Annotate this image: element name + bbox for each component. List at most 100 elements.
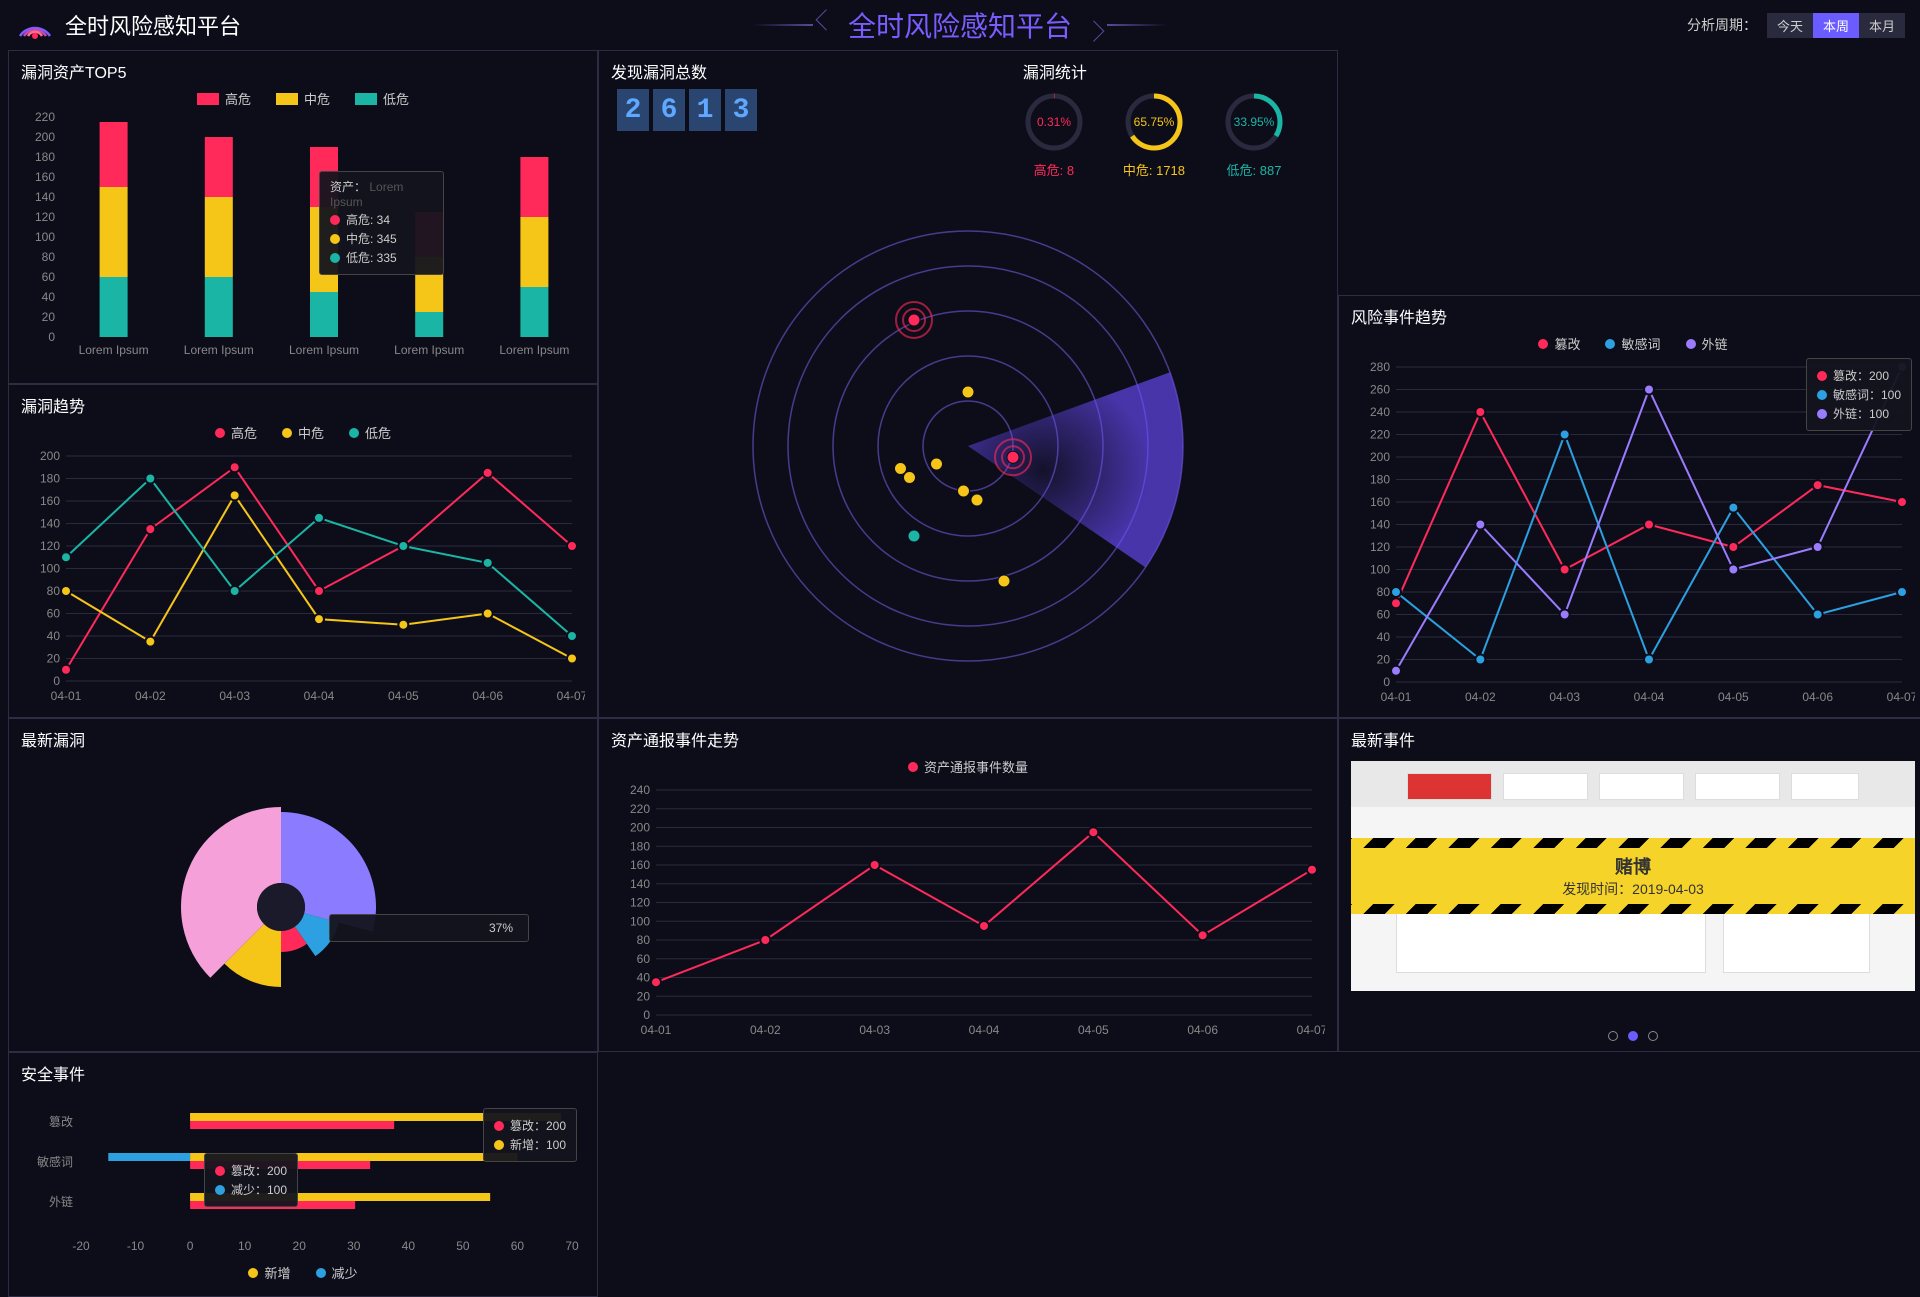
svg-text:0.31%: 0.31% <box>1037 115 1071 129</box>
header: 全时风险感知平台 全时风险感知平台 分析周期： 今天本周本月 <box>0 0 1920 50</box>
svg-text:140: 140 <box>40 517 60 531</box>
svg-text:160: 160 <box>35 170 55 184</box>
svg-text:160: 160 <box>40 494 60 508</box>
sec-tooltip-1: 篡改：200新增：100 <box>483 1108 577 1162</box>
latest-vuln-chart <box>21 757 585 1037</box>
panel-title: 漏洞趋势 <box>21 393 585 417</box>
panel-title: 最新事件 <box>1351 727 1915 751</box>
svg-text:04-04: 04-04 <box>304 689 335 703</box>
svg-text:0: 0 <box>187 1239 194 1253</box>
svg-text:Lorem Ipsum: Lorem Ipsum <box>394 343 464 357</box>
svg-text:120: 120 <box>40 539 60 553</box>
risk-legend: 篡改敏感词外链 <box>1351 334 1915 353</box>
svg-text:240: 240 <box>1370 405 1390 419</box>
svg-text:04-03: 04-03 <box>219 689 250 703</box>
total-title: 发现漏洞总数 <box>611 59 757 83</box>
svg-text:120: 120 <box>35 210 55 224</box>
svg-text:100: 100 <box>40 562 60 576</box>
svg-text:220: 220 <box>35 112 55 124</box>
svg-text:04-01: 04-01 <box>51 689 82 703</box>
svg-text:20: 20 <box>637 989 651 1003</box>
asset-legend-label: 资产通报事件数量 <box>924 757 1028 776</box>
svg-text:200: 200 <box>630 821 650 835</box>
svg-text:敏感词: 敏感词 <box>37 1154 73 1169</box>
pie-tooltip: 37% <box>329 914 529 942</box>
svg-text:04-05: 04-05 <box>1078 1023 1109 1037</box>
svg-text:04-05: 04-05 <box>1718 690 1749 704</box>
pager-dot[interactable] <box>1648 1031 1658 1041</box>
svg-text:180: 180 <box>1370 473 1390 487</box>
panel-vuln-trend: 漏洞趋势 高危中危低危 0204060801001201401601802000… <box>8 384 598 718</box>
svg-text:04-05: 04-05 <box>388 689 419 703</box>
svg-text:140: 140 <box>35 190 55 204</box>
pager-dot[interactable] <box>1608 1031 1618 1041</box>
svg-text:04-03: 04-03 <box>1549 690 1580 704</box>
svg-text:60: 60 <box>1377 608 1391 622</box>
top5-tooltip: 资产： Lorem Ipsum高危: 34中危: 345低危: 335 <box>319 171 444 275</box>
svg-text:80: 80 <box>47 584 61 598</box>
sec-tooltip-2: 篡改：200减少：100 <box>204 1153 298 1207</box>
svg-text:180: 180 <box>630 839 650 853</box>
svg-text:100: 100 <box>1370 563 1390 577</box>
trend-legend: 高危中危低危 <box>21 423 585 442</box>
stats-title: 漏洞统计 <box>1023 59 1285 83</box>
svg-text:20: 20 <box>42 310 56 324</box>
panel-title: 最新漏洞 <box>21 727 585 751</box>
svg-text:180: 180 <box>40 472 60 486</box>
svg-text:40: 40 <box>402 1239 416 1253</box>
svg-text:240: 240 <box>630 783 650 797</box>
svg-text:60: 60 <box>511 1239 525 1253</box>
svg-text:100: 100 <box>630 914 650 928</box>
svg-text:40: 40 <box>637 971 651 985</box>
svg-text:70: 70 <box>565 1239 579 1253</box>
top5-legend: 高危中危低危 <box>21 89 585 108</box>
pager-dot[interactable] <box>1628 1031 1638 1041</box>
event-thumbnail[interactable]: 赌博 发现时间：2019-04-03 <box>1351 761 1915 991</box>
svg-text:04-06: 04-06 <box>1802 690 1833 704</box>
svg-text:80: 80 <box>42 250 56 264</box>
svg-text:0: 0 <box>643 1008 650 1022</box>
svg-text:0: 0 <box>53 674 60 688</box>
svg-text:20: 20 <box>47 652 61 666</box>
svg-text:260: 260 <box>1370 383 1390 397</box>
svg-text:200: 200 <box>40 449 60 463</box>
vuln-trend-chart: 02040608010012014016018020004-0104-0204-… <box>21 446 585 706</box>
svg-text:04-07: 04-07 <box>1297 1023 1325 1037</box>
svg-text:120: 120 <box>1370 540 1390 554</box>
panel-title: 安全事件 <box>21 1061 585 1085</box>
svg-text:50: 50 <box>456 1239 470 1253</box>
panel-title: 资产通报事件走势 <box>611 727 1325 751</box>
svg-text:60: 60 <box>42 270 56 284</box>
svg-text:120: 120 <box>630 896 650 910</box>
period-btn-0[interactable]: 今天 <box>1767 13 1813 38</box>
svg-text:04-07: 04-07 <box>557 689 585 703</box>
svg-text:04-04: 04-04 <box>969 1023 1000 1037</box>
svg-text:40: 40 <box>42 290 56 304</box>
svg-text:Lorem Ipsum: Lorem Ipsum <box>79 343 149 357</box>
svg-text:-20: -20 <box>72 1239 90 1253</box>
panel-latest-event: 最新事件 赌博 发现时间：2019-04-03 <box>1338 718 1920 1052</box>
svg-text:140: 140 <box>630 877 650 891</box>
panel-security-events: 安全事件 -20-10010203040506070篡改敏感词外链 新增减少 篡… <box>8 1052 598 1297</box>
svg-text:140: 140 <box>1370 518 1390 532</box>
svg-text:220: 220 <box>1370 428 1390 442</box>
svg-text:200: 200 <box>1370 450 1390 464</box>
period-selector: 今天本周本月 <box>1767 13 1905 38</box>
svg-text:33.95%: 33.95% <box>1234 115 1275 129</box>
pie-tooltip-text: 37% <box>489 921 513 935</box>
panel-asset-trend: 资产通报事件走势 资产通报事件数量 0204060801001201401601… <box>598 718 1338 1052</box>
svg-text:04-07: 04-07 <box>1887 690 1915 704</box>
svg-text:10: 10 <box>238 1239 252 1253</box>
event-badge-title: 赌博 <box>1351 853 1915 879</box>
radar-scope <box>743 221 1193 671</box>
svg-text:280: 280 <box>1370 360 1390 374</box>
ring-stats: 0.31%高危: 865.75%中危: 171833.95%低危: 887 <box>1023 91 1285 179</box>
period-btn-1[interactable]: 本周 <box>1813 13 1859 38</box>
asset-legend: 资产通报事件数量 <box>611 757 1325 776</box>
period-btn-2[interactable]: 本月 <box>1859 13 1905 38</box>
sec-legend: 新增减少 <box>21 1263 585 1282</box>
svg-text:0: 0 <box>48 330 55 344</box>
panel-title: 漏洞资产TOP5 <box>21 59 585 83</box>
svg-text:0: 0 <box>1383 675 1390 689</box>
svg-text:篡改: 篡改 <box>49 1114 73 1129</box>
